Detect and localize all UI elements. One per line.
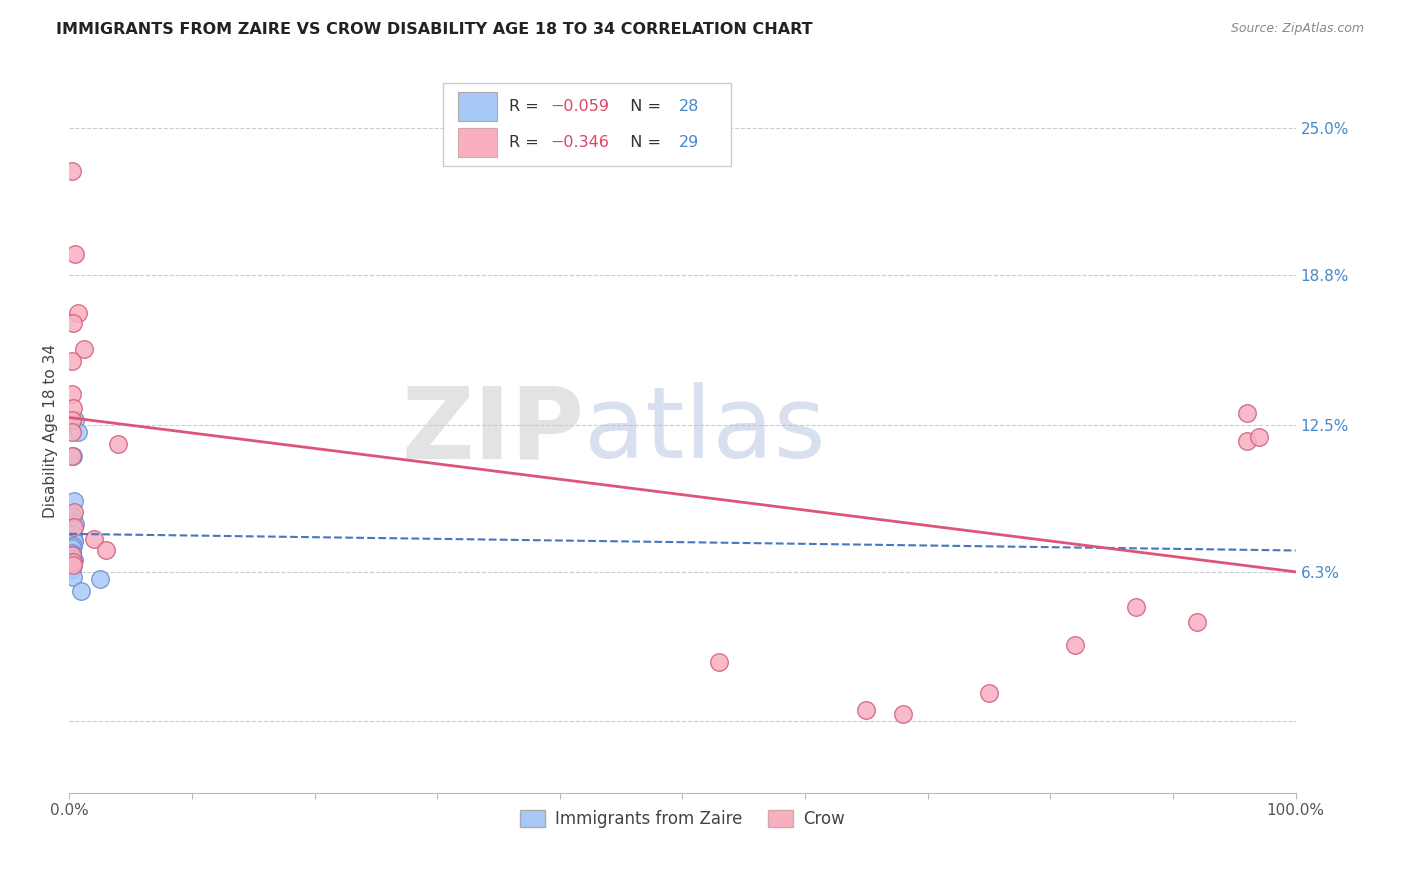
Point xyxy=(73,342,96,356)
Text: Source: ZipAtlas.com: Source: ZipAtlas.com xyxy=(1230,22,1364,36)
Point xyxy=(60,550,83,565)
Point xyxy=(60,413,83,427)
Point xyxy=(63,533,86,548)
Point xyxy=(62,558,84,572)
FancyBboxPatch shape xyxy=(458,92,498,120)
Point xyxy=(62,527,84,541)
Point xyxy=(63,533,86,548)
Text: −0.346: −0.346 xyxy=(550,136,609,151)
Point xyxy=(94,543,117,558)
Point xyxy=(62,449,84,463)
Point xyxy=(60,550,83,565)
Point xyxy=(62,558,84,572)
Point xyxy=(62,553,84,567)
Point xyxy=(63,506,86,520)
Point xyxy=(60,425,83,439)
Text: N =: N = xyxy=(620,136,666,151)
Point xyxy=(62,569,84,583)
Point xyxy=(891,707,914,722)
Point xyxy=(83,532,105,546)
Text: R =: R = xyxy=(509,136,544,151)
Point xyxy=(62,539,84,553)
Point xyxy=(1125,600,1147,615)
Point xyxy=(62,510,84,524)
Point xyxy=(62,555,84,569)
Point xyxy=(62,522,84,536)
Point xyxy=(63,553,86,567)
Point xyxy=(855,702,877,716)
Point xyxy=(62,555,84,569)
FancyBboxPatch shape xyxy=(458,128,498,158)
Point xyxy=(65,517,87,532)
Point xyxy=(60,508,83,522)
Point xyxy=(63,520,86,534)
Point xyxy=(62,401,84,415)
Point xyxy=(60,546,83,560)
Point xyxy=(65,413,87,427)
Point xyxy=(60,386,83,401)
Point xyxy=(60,163,83,178)
Point xyxy=(63,493,86,508)
Point xyxy=(70,583,93,598)
Text: 28: 28 xyxy=(679,99,699,114)
Point xyxy=(60,562,83,576)
Text: R =: R = xyxy=(509,99,544,114)
Point xyxy=(65,246,87,260)
Text: −0.059: −0.059 xyxy=(550,99,609,114)
Point xyxy=(1247,429,1270,443)
Point xyxy=(1063,639,1085,653)
Point xyxy=(60,548,83,562)
Y-axis label: Disability Age 18 to 34: Disability Age 18 to 34 xyxy=(44,343,58,517)
Point xyxy=(977,686,1000,700)
Point xyxy=(60,541,83,555)
Text: atlas: atlas xyxy=(585,382,825,479)
Legend: Immigrants from Zaire, Crow: Immigrants from Zaire, Crow xyxy=(513,804,851,835)
Point xyxy=(62,316,84,330)
Point xyxy=(66,425,89,439)
Point xyxy=(107,436,129,450)
Point xyxy=(60,548,83,562)
Point xyxy=(66,306,89,320)
Text: N =: N = xyxy=(620,99,666,114)
Point xyxy=(60,539,83,553)
Point xyxy=(60,548,83,562)
Text: IMMIGRANTS FROM ZAIRE VS CROW DISABILITY AGE 18 TO 34 CORRELATION CHART: IMMIGRANTS FROM ZAIRE VS CROW DISABILITY… xyxy=(56,22,813,37)
Point xyxy=(1236,434,1258,449)
Point xyxy=(60,353,83,368)
Point xyxy=(60,449,83,463)
FancyBboxPatch shape xyxy=(443,83,731,166)
Text: ZIP: ZIP xyxy=(402,382,585,479)
Text: 29: 29 xyxy=(679,136,699,151)
Point xyxy=(1187,615,1209,629)
Point xyxy=(1236,406,1258,420)
Point xyxy=(60,515,83,529)
Point xyxy=(89,572,111,586)
Point xyxy=(709,655,731,669)
